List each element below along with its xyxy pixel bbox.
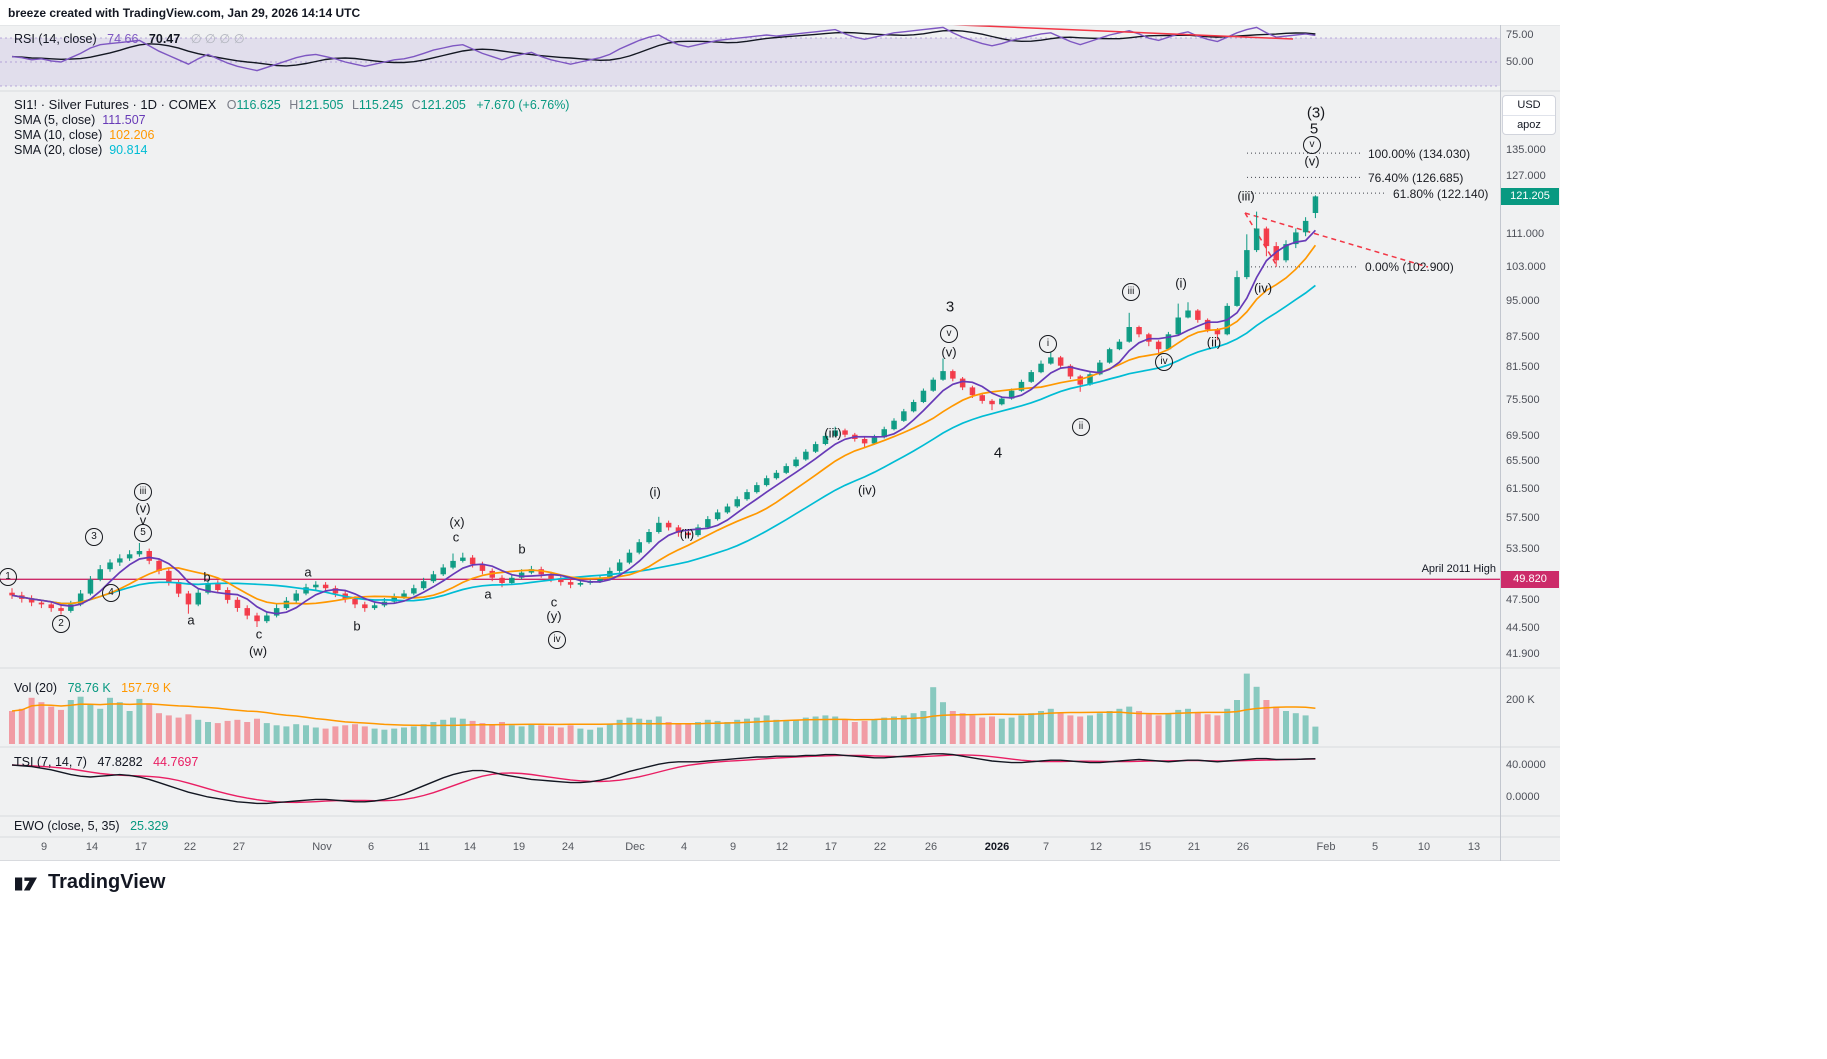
time-tick-label: 12	[775, 841, 789, 853]
price-scale-unit-toggle[interactable]: USD apoz	[1502, 95, 1556, 135]
price-tick-label: 0.0000	[1506, 791, 1540, 803]
volume-legend[interactable]: Vol (20) 78.76 K 157.79 K	[14, 681, 171, 695]
time-tick-label: 21	[1187, 841, 1201, 853]
time-tick-label: 17	[134, 841, 148, 853]
time-tick-label: 14	[85, 841, 99, 853]
high-value: 121.505	[298, 98, 344, 112]
sma5-value: 111.507	[102, 113, 146, 127]
ewo-value: 25.329	[130, 819, 169, 833]
symbol-title[interactable]: SI1! · Silver Futures · 1D · COMEX	[14, 97, 217, 112]
currency-label[interactable]: USD	[1503, 96, 1555, 116]
time-tick-label: 24	[561, 841, 575, 853]
sma10-value: 102.206	[109, 128, 155, 142]
price-tick-label: 87.500	[1506, 330, 1540, 343]
time-axis[interactable]: 9 14 17 22 27 Nov 6 11 14 19 24 Dec 4 9 12 17 22 26 2026 7 1…	[0, 0, 1560, 861]
time-tick-label: 22	[183, 841, 197, 853]
sma20-value: 90.814	[109, 143, 148, 157]
price-tick-label: 44.500	[1506, 621, 1540, 634]
tradingview-logo-icon[interactable]	[12, 868, 40, 896]
price-tick-label: 135.000	[1506, 144, 1546, 156]
price-tick-label: 50.00	[1506, 56, 1534, 68]
time-tick-label: Dec	[625, 841, 645, 853]
chart-canvas[interactable]	[0, 0, 1560, 861]
time-tick-label: 13	[1467, 841, 1481, 853]
price-tick-label: 69.500	[1506, 429, 1540, 442]
last-price-badge: 121.205	[1501, 187, 1559, 205]
unit-label[interactable]: apoz	[1517, 119, 1541, 131]
chart-widget[interactable]: RSI (14, close) 74.66 70.47 ∅ ∅ ∅ ∅ SI1!…	[0, 0, 1560, 861]
tsi-legend[interactable]: TSI (7, 14, 7) 47.8282 44.7697	[14, 755, 198, 769]
time-tick-label: 14	[463, 841, 477, 853]
sma10-label[interactable]: SMA (10, close)	[14, 128, 103, 142]
price-tick-label: 75.500	[1506, 394, 1540, 407]
price-tick-label: 61.500	[1506, 482, 1540, 495]
time-tick-label: 6	[367, 841, 375, 853]
price-tick-label: 111.000	[1506, 228, 1545, 241]
price-tick-label: 57.500	[1506, 511, 1540, 524]
low-value: 115.245	[358, 98, 404, 112]
tsi-value: 47.8282	[97, 755, 143, 769]
sma5-label[interactable]: SMA (5, close)	[14, 113, 96, 127]
time-tick-label: 2026	[984, 841, 1010, 853]
price-axis[interactable]: 135.000 127.000 111.000 103.000 95.000 87.500…	[1500, 0, 1560, 861]
ewo-legend[interactable]: EWO (close, 5, 35) 25.329	[14, 819, 168, 833]
time-tick-label: 26	[924, 841, 938, 853]
time-tick-label: 9	[40, 841, 48, 853]
high-label: H	[289, 98, 299, 112]
price-tick-label: 127.000	[1506, 170, 1546, 183]
time-tick-label: 9	[729, 841, 737, 853]
attribution-text: breeze created with TradingView.com, Jan…	[8, 5, 361, 20]
price-line-badge: 49.820	[1501, 570, 1559, 588]
time-tick-label: Feb	[1316, 841, 1336, 853]
main-legend[interactable]: SI1! · Silver Futures · 1D · COMEX O116.…	[14, 97, 569, 158]
price-tick-label: 41.900	[1506, 647, 1540, 660]
price-tick-label: 65.500	[1506, 455, 1540, 468]
close-label: C	[411, 98, 421, 112]
time-tick-label: 12	[1089, 841, 1103, 853]
open-value: 116.625	[236, 98, 281, 112]
price-tick-label: 47.500	[1506, 593, 1540, 606]
price-tick-label: 81.500	[1506, 361, 1540, 374]
price-tick-label: 95.000	[1506, 295, 1540, 308]
open-label: O	[226, 98, 237, 112]
volume-ma-value: 157.79 K	[121, 681, 172, 695]
close-value: 121.205	[420, 98, 466, 112]
rsi-ma-value: 70.47	[148, 32, 181, 46]
time-tick-label: 17	[824, 841, 838, 853]
time-tick-label: Nov	[312, 841, 332, 853]
price-line-label: April 2011 High	[1421, 563, 1496, 576]
ewo-legend-title[interactable]: EWO (close, 5, 35)	[14, 819, 120, 833]
price-tick-label: 75.00	[1506, 29, 1534, 41]
time-tick-label: 10	[1417, 841, 1431, 853]
time-tick-label: 19	[512, 841, 526, 853]
time-tick-label: 27	[232, 841, 246, 853]
tsi-signal-value: 44.7697	[153, 755, 199, 769]
time-tick-label: 5	[1371, 841, 1379, 853]
time-tick-label: 15	[1138, 841, 1152, 853]
price-tick-label: 200 K	[1506, 694, 1535, 706]
price-tick-label: 103.000	[1506, 260, 1546, 273]
footer: TradingView	[12, 868, 165, 896]
price-tick-label: 53.500	[1506, 542, 1540, 555]
time-tick-label: 4	[680, 841, 688, 853]
volume-value: 78.76 K	[67, 681, 111, 695]
time-tick-label: 26	[1236, 841, 1250, 853]
price-tick-label: 40.0000	[1506, 759, 1546, 771]
rsi-legend-title[interactable]: RSI (14, close)	[14, 32, 97, 46]
tsi-legend-title[interactable]: TSI (7, 14, 7)	[14, 755, 87, 769]
rsi-value: 74.66	[107, 32, 139, 46]
time-tick-label: 11	[418, 841, 430, 853]
time-tick-label: 22	[873, 841, 887, 853]
tradingview-brand-text[interactable]: TradingView	[48, 870, 166, 893]
volume-legend-title[interactable]: Vol (20)	[14, 681, 58, 695]
rsi-legend[interactable]: RSI (14, close) 74.66 70.47 ∅ ∅ ∅ ∅	[14, 31, 245, 46]
sma20-label[interactable]: SMA (20, close)	[14, 143, 103, 157]
rsi-hidden-values: ∅ ∅ ∅ ∅	[190, 32, 245, 46]
low-label: L	[351, 98, 359, 112]
top-bar: breeze created with TradingView.com, Jan…	[0, 0, 1827, 25]
change-value: +7.670 (+6.76%)	[476, 98, 570, 112]
time-tick-label: 7	[1042, 841, 1050, 853]
